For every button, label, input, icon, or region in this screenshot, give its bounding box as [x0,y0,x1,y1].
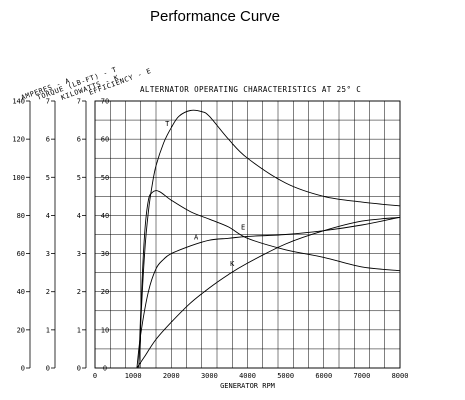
series-label-T: T [165,120,170,128]
y-tick-label: 4 [77,212,81,220]
x-tick-label: 6000 [315,372,332,380]
y-tick-label: 60 [17,250,25,258]
x-tick-label: 7000 [353,372,370,380]
y-tick-label: 2 [77,288,81,296]
y-tick-label: 1 [46,326,50,334]
y-tick-label: 40 [17,288,25,296]
y-tick-label: 50 [101,174,109,182]
y-tick-label: 0 [103,365,107,373]
y-tick-label: 6 [46,136,50,144]
y-tick-label: 30 [101,250,109,258]
y-tick-label: 0 [46,365,50,373]
y-tick-label: 40 [101,212,109,220]
y-tick-label: 10 [101,326,109,334]
chart-grid [94,100,401,369]
y-tick-label: 6 [77,136,81,144]
chart-labels: GENERATOR RPM ALTERNATOR OPERATING CHARAC… [20,65,361,390]
x-tick-label: 3000 [201,372,218,380]
y-tick-label: 20 [101,288,109,296]
series-line-E [138,190,401,369]
series-line-A [136,216,401,369]
chart-title: ALTERNATOR OPERATING CHARACTERISTICS AT … [140,85,361,94]
series-label-E: E [241,224,245,232]
x-tick-label: 4000 [239,372,256,380]
series-line-K [136,216,401,369]
y-tick-label: 70 [101,98,109,106]
y-tick-label: 120 [12,136,25,144]
y-tick-label: 20 [17,326,25,334]
y-tick-label: 4 [46,212,50,220]
y-tick-label: 3 [77,250,81,258]
plot-frame [94,100,401,369]
y-tick-label: 7 [77,98,81,106]
y-tick-label: 3 [46,250,50,258]
y-tick-label: 140 [12,98,25,106]
x-tick-label: 5000 [277,372,294,380]
y-tick-label: 2 [46,288,50,296]
y-tick-label: 60 [101,136,109,144]
y-tick-label: 80 [17,212,25,220]
y-tick-label: 0 [21,365,25,373]
y-tick-label: 0 [77,365,81,373]
series-label-A: A [194,234,199,242]
page-title: Performance Curve [149,8,281,25]
x-tick-label: 8000 [392,372,409,380]
series-line-T [138,109,401,369]
y-tick-label: 5 [77,174,81,182]
x-axis-label: GENERATOR RPM [220,382,275,390]
y-tick-label: 5 [46,174,50,182]
y-tick-label: 100 [12,174,25,182]
y-tick-label: 1 [77,326,81,334]
series-label-K: K [230,260,235,268]
x-tick-label: 2000 [163,372,180,380]
chart-curves [136,109,401,369]
x-tick-label: 0 [93,372,97,380]
chart-axes: 0204060801001201400123456701234567010203… [12,98,408,381]
x-tick-label: 1000 [125,372,142,380]
y-tick-label: 7 [46,98,50,106]
